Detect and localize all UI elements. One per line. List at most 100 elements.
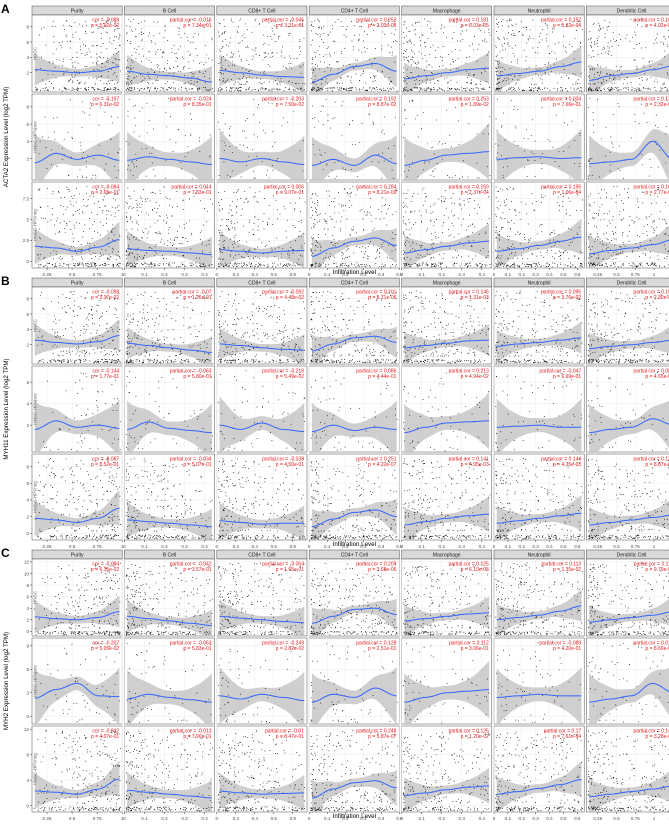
data-point (178, 225, 180, 227)
data-point (502, 71, 504, 73)
data-point (415, 83, 417, 85)
data-point (147, 35, 149, 37)
data-point (423, 204, 424, 206)
data-point (320, 61, 322, 63)
data-point (330, 67, 332, 69)
data-point (319, 263, 321, 265)
correlation-label: partial.cor = -0.024 (170, 97, 212, 103)
data-point (646, 78, 648, 80)
data-point (384, 204, 386, 206)
data-point (236, 30, 238, 32)
data-point (502, 81, 503, 82)
data-point (547, 45, 549, 47)
data-point (237, 50, 239, 52)
data-point (347, 248, 349, 250)
data-point (495, 47, 497, 49)
data-point (105, 263, 107, 264)
data-point (163, 37, 165, 39)
data-point (222, 235, 224, 236)
data-point (557, 202, 558, 204)
data-point (152, 82, 154, 84)
data-point (250, 69, 252, 71)
data-point (330, 218, 332, 220)
data-point (162, 89, 164, 91)
scatter-points (310, 18, 398, 92)
data-point (298, 236, 299, 238)
data-point (343, 210, 345, 212)
data-point (526, 27, 528, 29)
data-point (381, 266, 383, 268)
data-point (225, 264, 227, 266)
data-point (156, 90, 158, 92)
data-point (143, 262, 145, 264)
data-point (403, 76, 404, 78)
data-point (408, 40, 410, 42)
data-point (137, 247, 139, 249)
data-point (425, 196, 427, 198)
data-point (457, 89, 459, 91)
data-point (574, 74, 576, 76)
data-point (231, 56, 233, 58)
data-point (424, 162, 426, 164)
data-point (299, 66, 301, 68)
data-point (360, 25, 362, 27)
data-point (224, 38, 226, 40)
data-point (319, 54, 321, 56)
data-point (151, 209, 153, 211)
data-point (515, 127, 517, 129)
data-point (559, 252, 561, 254)
data-point (149, 247, 151, 248)
data-point (155, 79, 157, 81)
data-point (430, 257, 431, 259)
data-point (553, 87, 555, 89)
data-point (404, 266, 406, 268)
data-point (161, 238, 163, 240)
data-point (163, 220, 165, 222)
data-point (610, 136, 612, 138)
data-point (619, 210, 621, 212)
data-point (117, 262, 119, 264)
data-point (209, 156, 211, 158)
data-point (514, 55, 516, 57)
data-point (343, 88, 345, 89)
data-point (394, 248, 396, 250)
data-point (587, 246, 589, 248)
data-point (222, 45, 224, 47)
data-point (501, 44, 503, 46)
data-point (231, 227, 233, 229)
data-point (459, 49, 461, 51)
data-point (131, 82, 133, 84)
data-point (433, 242, 435, 244)
data-point (85, 31, 87, 32)
data-point (409, 264, 411, 266)
data-point (218, 229, 220, 231)
data-point (200, 264, 202, 266)
data-point (501, 21, 502, 23)
data-point (497, 254, 499, 256)
data-point (272, 145, 274, 147)
data-point (521, 89, 523, 91)
data-point (352, 228, 354, 230)
data-point (171, 51, 173, 53)
data-point (443, 26, 445, 28)
data-point (333, 262, 334, 264)
data-point (496, 54, 498, 56)
data-point (664, 87, 666, 89)
data-point (38, 266, 40, 268)
data-point (226, 87, 227, 89)
data-point (89, 218, 91, 220)
data-point (63, 28, 65, 30)
data-point (394, 116, 396, 118)
data-point (274, 21, 276, 23)
data-point (315, 262, 317, 264)
data-point (205, 24, 207, 26)
data-point (230, 238, 231, 240)
data-point (593, 212, 595, 214)
data-point (477, 100, 479, 102)
data-point (73, 195, 75, 197)
data-point (182, 200, 184, 202)
data-point (226, 264, 228, 265)
data-point (488, 133, 490, 135)
data-point (660, 90, 662, 92)
